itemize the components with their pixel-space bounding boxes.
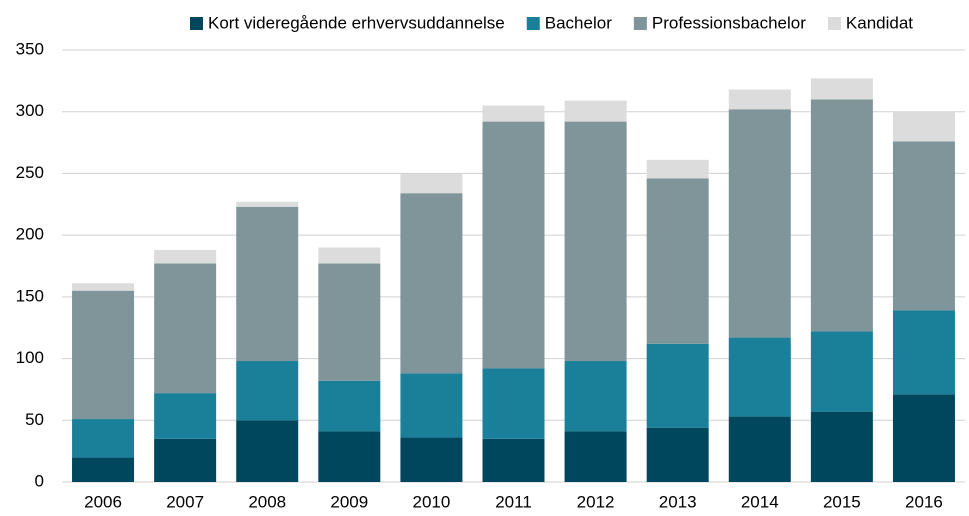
bar-segment (810, 78, 873, 100)
x-tick-label: 2008 (248, 492, 286, 511)
y-tick-label: 300 (16, 101, 44, 120)
bar-segment (72, 419, 135, 458)
bar-segment (892, 310, 955, 395)
bar-segment (482, 368, 545, 439)
bar-segment (154, 393, 217, 439)
legend-swatch (633, 17, 647, 30)
bar-segment (154, 263, 217, 394)
bar-segment (728, 337, 791, 417)
bar-segment (154, 438, 217, 482)
bar-segment (892, 111, 955, 142)
bar-segment (482, 438, 545, 482)
x-tick-label: 2015 (823, 492, 861, 511)
y-tick-label: 100 (16, 348, 44, 367)
legend-label: Kandidat (846, 13, 913, 32)
bar-segment (236, 361, 299, 421)
bar-segment (154, 249, 217, 264)
bar-segment (318, 380, 381, 432)
x-tick-label: 2014 (741, 492, 779, 511)
legend-swatch (827, 17, 841, 30)
bar-segment (482, 105, 545, 122)
x-tick-label: 2013 (659, 492, 697, 511)
bar-segment (482, 121, 545, 369)
x-tick-label: 2009 (330, 492, 368, 511)
x-tick-label: 2016 (905, 492, 943, 511)
bar-segment (564, 361, 627, 432)
bar-segment (72, 283, 135, 291)
legend-swatch (526, 17, 540, 30)
y-tick-label: 350 (16, 39, 44, 58)
bar-segment (646, 343, 709, 428)
x-tick-label: 2010 (412, 492, 450, 511)
bar-segment (236, 420, 299, 482)
bar-segment (400, 373, 463, 438)
bar-segment (728, 89, 791, 110)
legend-label: Professionsbachelor (652, 13, 806, 32)
bar-segment (400, 437, 463, 482)
bar-segment (564, 121, 627, 362)
bar-segment (564, 100, 627, 122)
bar-segment (810, 331, 873, 412)
bar-segment (892, 141, 955, 311)
bar-segment (810, 99, 873, 332)
bar-segment (400, 173, 463, 194)
y-tick-label: 200 (16, 225, 44, 244)
bar-segment (72, 457, 135, 482)
bar-segment (646, 178, 709, 344)
bar-segment (318, 431, 381, 482)
bar-segment (236, 206, 299, 362)
x-tick-label: 2011 (495, 492, 532, 511)
legend-label: Kort videregående erhvervsuddannelse (208, 13, 505, 32)
bar-segment (318, 247, 381, 264)
bar-segment (400, 193, 463, 374)
bar-segment (564, 431, 627, 482)
y-tick-label: 50 (25, 410, 44, 429)
x-tick-label: 2012 (577, 492, 615, 511)
y-tick-label: 150 (16, 286, 44, 305)
bar-segment (646, 159, 709, 179)
bar-segment (318, 263, 381, 381)
x-tick-label: 2006 (84, 492, 122, 511)
y-tick-label: 250 (16, 163, 44, 182)
bar-segment (728, 109, 791, 338)
legend-swatch (190, 17, 203, 30)
bar-segment (236, 201, 299, 207)
y-tick-label: 0 (35, 471, 44, 490)
bar-segment (72, 290, 135, 420)
x-tick-label: 2007 (166, 492, 204, 511)
legend-label: Bachelor (545, 13, 612, 32)
bar-segment (728, 416, 791, 482)
bar-segment (646, 427, 709, 482)
bar-segment (892, 394, 955, 482)
bar-segment (810, 411, 873, 482)
